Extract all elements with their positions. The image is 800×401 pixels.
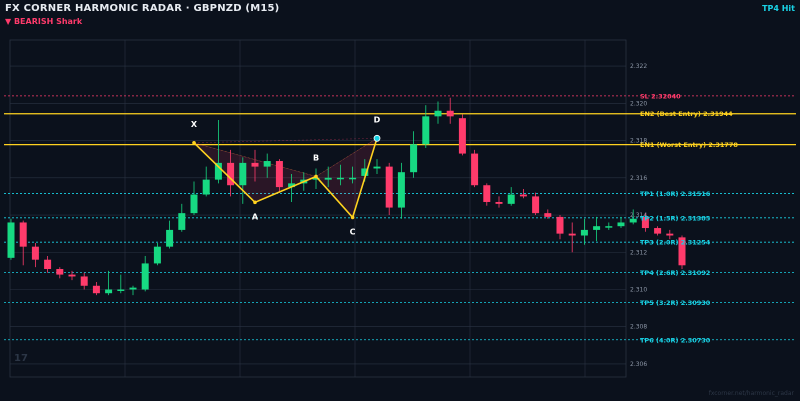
candle-bear: [31, 246, 39, 260]
level-label-tp: TP1 (1.0R) 2.31516: [640, 190, 711, 198]
candle-bull: [349, 177, 357, 180]
candle-bull: [361, 168, 369, 176]
pattern-point-marker: [253, 200, 257, 205]
level-label-tp: TP2 (1.5R) 2.31385: [640, 214, 711, 222]
plot-frame: [9, 39, 627, 378]
footer-credit: fxcorner.net/harmonic_radar: [708, 390, 794, 397]
candle-bear: [532, 196, 540, 214]
level-label-tp: TP4 (2.6R) 2.31092: [640, 269, 710, 277]
candle-bull: [410, 144, 418, 173]
candle-bear: [678, 237, 686, 266]
level-label-tp: TP5 (3.2R) 2.30930: [640, 299, 711, 307]
candle-bull: [397, 172, 405, 208]
y-tick-label: 2.312: [630, 249, 647, 256]
chart-header: FX CORNER HARMONIC RADAR · GBPNZD (M15) …: [5, 3, 279, 26]
candle-bull: [605, 226, 613, 228]
pattern-point-label: A: [252, 212, 259, 221]
candle-bear: [654, 228, 662, 234]
pattern-xd-line: [193, 138, 378, 144]
candle-bear: [19, 222, 27, 247]
candle-bear: [275, 161, 283, 188]
candle-bear: [458, 118, 466, 154]
y-tick-label: 2.320: [630, 100, 647, 107]
candle-bull: [617, 222, 625, 227]
candle-bull: [336, 177, 344, 180]
candle-bull: [141, 263, 149, 290]
level-label-entry: EN2 (Best Entry) 2.31944: [640, 110, 733, 118]
candle-bear: [92, 285, 100, 294]
candle-bear: [80, 276, 88, 286]
level-label-sl: SL 2.32040: [640, 92, 681, 100]
candle-bull: [312, 177, 320, 180]
candle-bear: [641, 216, 649, 229]
price-axis: 2.306 2.308 2.310 2.312 2.314 2.316 2.318 2.320…: [630, 63, 647, 368]
candles: [7, 97, 686, 296]
candle-bull: [434, 110, 442, 117]
candle-bear: [519, 194, 527, 197]
candle-bull: [593, 226, 601, 230]
pattern-point-label: X: [191, 120, 198, 129]
candle-bull: [7, 222, 15, 258]
candle-bull: [202, 179, 210, 195]
candle-bull: [324, 177, 332, 180]
candle-bear: [568, 233, 576, 236]
candle-bull: [580, 229, 588, 236]
candle-bull: [629, 218, 637, 223]
candle-bull: [507, 194, 515, 204]
candle-bear: [227, 162, 235, 186]
candle-bear: [666, 233, 674, 236]
candle-bear: [44, 259, 52, 270]
pattern-point-label: B: [313, 153, 319, 162]
level-label-entry: EN1 (Worst Entry) 2.31778: [640, 141, 738, 149]
candle-bull: [153, 246, 161, 264]
candle-bull: [166, 229, 174, 247]
candle-bear: [544, 213, 552, 217]
candle-bull: [214, 162, 222, 180]
candle-bull: [190, 194, 198, 214]
candle-bull: [239, 162, 247, 186]
candle-bull: [373, 166, 381, 169]
watermark: 17: [14, 353, 28, 364]
candle-bear: [68, 274, 76, 277]
candle-bear: [251, 162, 259, 167]
candle-bear: [56, 269, 64, 275]
trade-levels: [4, 95, 796, 341]
candle-bear: [446, 110, 454, 117]
candle-bear: [556, 216, 564, 234]
chart-title: FX CORNER HARMONIC RADAR · GBPNZD (M15): [5, 3, 280, 14]
candle-bull: [117, 289, 125, 291]
level-label-tp: TP6 (4.0R) 2.30730: [640, 336, 711, 344]
candle-bull: [263, 161, 271, 167]
pattern-point-marker: [192, 140, 196, 145]
pattern-point-marker: [314, 174, 318, 179]
y-tick-label: 2.316: [630, 175, 647, 182]
y-tick-label: 2.314: [630, 212, 647, 219]
candle-bear: [471, 153, 479, 186]
pattern-point-label: D: [374, 115, 381, 124]
candle-bull: [105, 289, 113, 294]
y-tick-label: 2.308: [630, 324, 647, 331]
pattern-point-marker: [350, 215, 355, 220]
candle-bull: [178, 213, 186, 230]
pattern-xb-line: [193, 142, 317, 177]
y-tick-label: 2.310: [630, 286, 647, 293]
y-tick-label: 2.306: [630, 361, 647, 368]
pattern-point-d-marker: [373, 134, 381, 142]
pattern-direction-label: ▼ BEARISH Shark: [5, 17, 83, 26]
candle-bull: [129, 287, 137, 290]
candle-bear: [385, 166, 393, 208]
candle-bull: [288, 183, 296, 188]
y-tick-label: 2.318: [630, 138, 647, 145]
status-badge: TP4 Hit: [762, 4, 795, 13]
candle-bull: [422, 116, 430, 145]
pattern-points: X A B C D: [191, 115, 381, 236]
candle-bear: [495, 201, 503, 204]
pattern-point-label: C: [350, 227, 356, 236]
level-labels: SL 2.32040 EN2 (Best Entry) 2.31944 EN1 (W…: [640, 92, 738, 344]
y-tick-label: 2.322: [630, 63, 647, 70]
candle-bear: [483, 185, 491, 202]
level-label-tp: TP3 (2.0R) 2.31254: [640, 239, 711, 247]
